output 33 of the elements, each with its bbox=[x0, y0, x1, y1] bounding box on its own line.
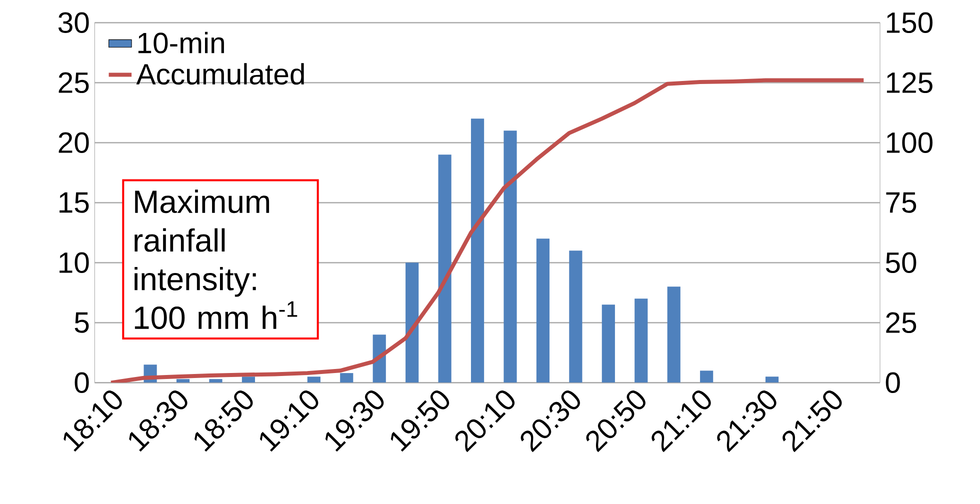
legend-label: 10-min bbox=[138, 32, 224, 54]
annotation: Maximum rainfall intensity: 100 mm h$^{-1}$ bbox=[134, 190, 298, 330]
bar bbox=[700, 370, 714, 383]
bar bbox=[536, 238, 550, 383]
bar bbox=[340, 373, 354, 383]
y-tick-label: 10 bbox=[60, 252, 89, 274]
y-tick-label: 0 bbox=[74, 372, 89, 394]
bar bbox=[667, 286, 680, 383]
y-tick-label: 25 bbox=[58, 72, 89, 94]
y2-tick-label: 125 bbox=[886, 72, 932, 94]
legend-label: Accumulated bbox=[136, 63, 304, 85]
y2-tick-label: 0 bbox=[886, 372, 900, 394]
bar bbox=[406, 262, 419, 383]
bar bbox=[765, 376, 779, 383]
y2-tick-label: 100 bbox=[886, 132, 932, 154]
y2-tick-label: 75 bbox=[886, 192, 916, 213]
y2-tick-label: 25 bbox=[886, 312, 916, 334]
y-tick-label: 20 bbox=[58, 132, 89, 154]
bar bbox=[307, 376, 320, 383]
y2-tick-label: 50 bbox=[886, 252, 916, 274]
bar bbox=[602, 304, 615, 383]
bar bbox=[176, 379, 190, 383]
bar bbox=[438, 154, 452, 383]
y-tick-label: 15 bbox=[60, 192, 89, 213]
bar bbox=[504, 130, 517, 383]
y-tick-label: 5 bbox=[74, 312, 89, 333]
bar bbox=[242, 376, 256, 383]
bar bbox=[209, 379, 222, 383]
bar bbox=[569, 250, 582, 383]
y-tick-label: 30 bbox=[58, 12, 89, 34]
y2-tick-label: 150 bbox=[886, 12, 932, 34]
bar bbox=[634, 298, 648, 383]
bar bbox=[470, 118, 484, 383]
